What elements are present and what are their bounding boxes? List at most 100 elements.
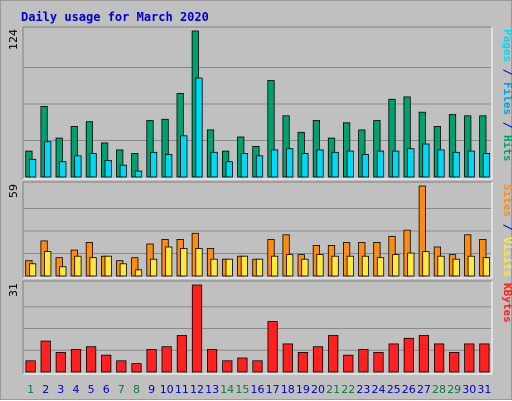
bar-visits-0-day-30	[464, 234, 472, 277]
bar-hits-0-day-5	[85, 121, 93, 178]
bar-visits-1-day-18	[286, 254, 294, 277]
bar-hits-1-day-1	[28, 158, 37, 178]
bar-hits-1-day-12	[195, 77, 203, 178]
bar-kbytes-0-day-21	[328, 335, 339, 373]
bar-hits-1-day-14	[225, 161, 233, 178]
bar-kbytes-0-day-8	[131, 363, 142, 373]
bar-hits-0-day-31	[479, 115, 487, 178]
x-tick-label-9: 9	[148, 383, 155, 396]
bar-visits-1-day-13	[210, 258, 218, 277]
legend-part-2: Files	[501, 82, 512, 115]
x-tick-label-19: 19	[296, 383, 310, 396]
bar-visits-1-day-6	[104, 255, 112, 277]
legend-hits: Pages / Files / Hits	[501, 29, 512, 162]
x-tick-label-24: 24	[372, 383, 386, 396]
bar-hits-1-day-2	[44, 141, 52, 178]
series-visits-1	[28, 246, 491, 277]
bar-kbytes-0-day-4	[70, 349, 82, 373]
bar-hits-0-day-8	[131, 153, 139, 178]
bar-visits-1-day-25	[392, 254, 400, 277]
bar-hits-1-day-23	[361, 154, 370, 178]
x-tick-label-22: 22	[341, 383, 355, 396]
bar-kbytes-0-day-27	[418, 335, 430, 373]
bar-visits-1-day-4	[74, 255, 82, 277]
bar-hits-1-day-27	[422, 143, 430, 178]
bar-kbytes-0-day-19	[297, 351, 309, 373]
bar-kbytes-0-day-30	[464, 343, 475, 373]
legend-part-1: /	[501, 62, 512, 82]
bar-hits-1-day-29	[452, 151, 460, 178]
bar-hits-0-day-22	[342, 122, 351, 178]
legend-kbytes: KBytes	[501, 283, 512, 323]
x-tick-label-8: 8	[133, 383, 140, 396]
bar-hits-1-day-24	[376, 150, 385, 178]
bar-hits-1-day-25	[392, 150, 400, 178]
bar-hits-1-day-7	[119, 164, 127, 178]
bar-hits-0-day-17	[267, 80, 275, 178]
bar-kbytes-0-day-12	[191, 284, 203, 373]
x-tick-label-6: 6	[103, 383, 110, 396]
bar-visits-1-day-1	[28, 263, 37, 277]
bar-kbytes-0-day-20	[312, 346, 324, 373]
bar-kbytes-0-day-24	[373, 351, 384, 373]
bar-visits-1-day-15	[240, 255, 248, 277]
bar-visits-0-day-8	[131, 257, 139, 277]
bar-hits-1-day-22	[346, 150, 354, 178]
legend-part-0: KBytes	[501, 283, 512, 323]
legend-visits: Sites / Visits	[501, 184, 512, 277]
bar-hits-1-day-13	[210, 151, 218, 178]
chart-title: Daily usage for March 2020	[21, 10, 209, 24]
bar-hits-1-day-15	[240, 153, 248, 178]
bar-kbytes-0-day-31	[479, 343, 490, 373]
bar-kbytes-0-day-15	[237, 357, 248, 373]
bar-hits-0-day-25	[388, 98, 396, 178]
x-tick-label-16: 16	[251, 383, 265, 396]
x-tick-label-28: 28	[432, 383, 446, 396]
bar-visits-1-day-8	[134, 269, 143, 277]
bar-visits-1-day-7	[119, 263, 127, 277]
bar-kbytes-0-day-1	[25, 360, 36, 373]
bar-hits-1-day-19	[301, 153, 309, 178]
x-tick-label-20: 20	[311, 383, 325, 396]
bar-kbytes-0-day-17	[267, 321, 278, 373]
bar-visits-1-day-2	[44, 251, 52, 277]
bar-visits-1-day-26	[407, 252, 415, 277]
bar-visits-1-day-20	[316, 254, 324, 277]
x-tick-label-21: 21	[326, 383, 340, 396]
x-tick-label-1: 1	[27, 383, 34, 396]
x-tick-label-17: 17	[266, 383, 280, 396]
legend-part-1: /	[501, 217, 512, 237]
bar-kbytes-0-day-25	[388, 343, 399, 373]
bar-visits-1-day-27	[422, 251, 430, 277]
x-tick-label-18: 18	[281, 383, 295, 396]
y-max-label-hits: 124	[7, 29, 20, 50]
bar-hits-1-day-8	[134, 170, 143, 178]
bar-hits-1-day-28	[437, 149, 445, 178]
legend-part-4: Hits	[501, 135, 512, 162]
bar-hits-1-day-21	[331, 151, 339, 178]
bar-hits-1-day-3	[59, 161, 67, 178]
y-max-label-visits: 59	[7, 184, 20, 198]
x-tick-label-29: 29	[447, 383, 461, 396]
bar-visits-1-day-11	[180, 248, 188, 277]
bar-visits-1-day-30	[467, 255, 475, 277]
bar-kbytes-0-day-5	[86, 346, 97, 373]
bar-kbytes-0-day-2	[40, 340, 51, 373]
bar-kbytes-0-day-6	[101, 354, 112, 373]
series-hits-1	[28, 77, 491, 178]
x-tick-label-3: 3	[57, 383, 64, 396]
bar-kbytes-0-day-11	[176, 335, 187, 373]
x-tick-label-31: 31	[477, 383, 491, 396]
bar-hits-1-day-16	[255, 155, 264, 178]
bar-kbytes-0-day-23	[358, 349, 369, 373]
panels-group: 124 Pages / Files / Hits 59 Sites / Visits 3…	[7, 26, 512, 375]
bar-kbytes-0-day-7	[116, 360, 127, 373]
bar-kbytes-0-day-22	[343, 354, 354, 373]
bar-hits-1-day-31	[482, 153, 491, 178]
x-tick-label-15: 15	[235, 383, 249, 396]
bar-visits-1-day-24	[376, 257, 385, 277]
bar-hits-0-day-29	[448, 114, 457, 178]
bar-hits-0-day-30	[464, 115, 472, 178]
x-tick-label-11: 11	[175, 383, 189, 396]
